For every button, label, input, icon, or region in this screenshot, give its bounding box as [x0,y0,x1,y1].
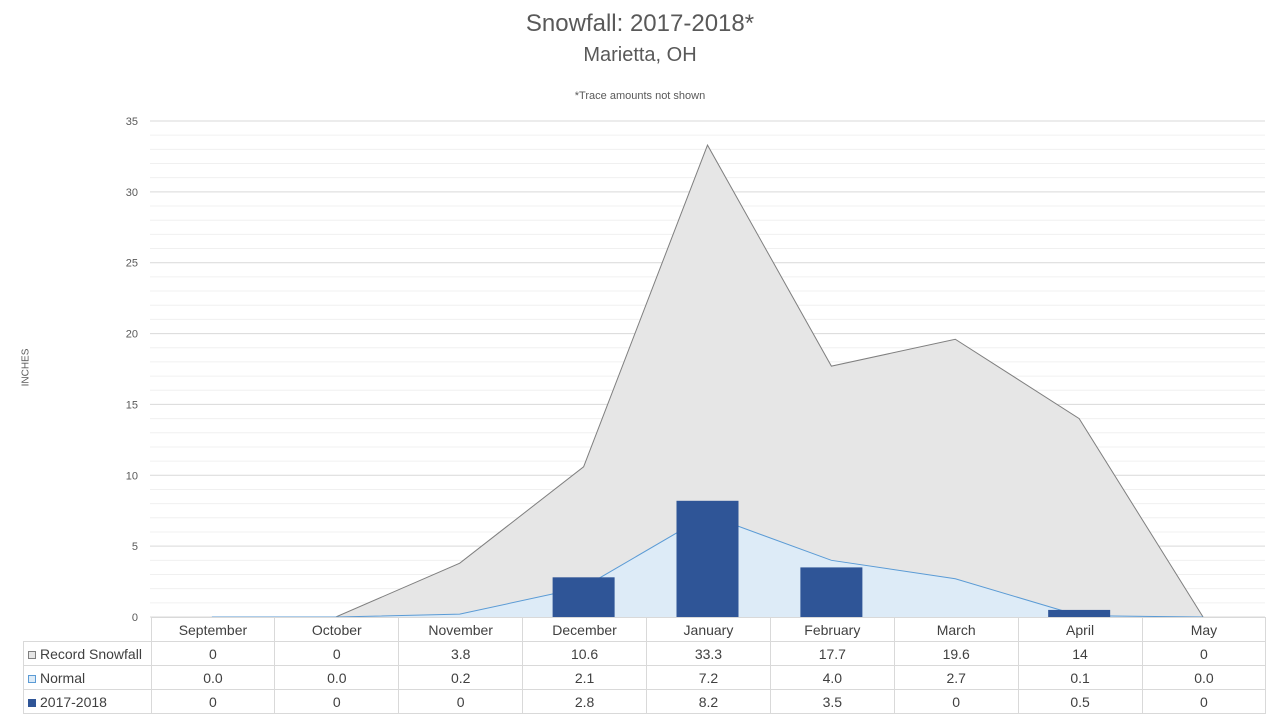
legend-entry: Record Snowfall [23,641,152,666]
chart-title: Snowfall: 2017-2018* [525,10,755,37]
y-tick-label: 25 [126,258,138,270]
category-label: April [1017,617,1143,642]
table-header-row: September October November December January F… [23,617,1267,642]
data-label: 3.8 [398,641,524,666]
legend-swatch [28,698,36,707]
y-tick-label: 30 [126,187,138,199]
area-line-record-snowfall [211,143,1204,618]
data-table: September October November December January F… [23,617,1267,714]
bar-january [676,500,739,617]
data-label: 2.1 [522,665,647,690]
y-tick-label: 15 [126,399,138,411]
category-label: March [893,617,1019,642]
category-label: May [1141,617,1267,642]
legend-swatch [28,674,36,683]
table-row: 2017-2018 0 0 0 2.8 8.2 3.5 0 0.5 0 [23,689,1267,714]
data-label: 2.7 [893,665,1019,690]
area-fill-record-snowfall [211,145,1204,617]
legend-entry: 2017-2018 [23,689,152,714]
data-label: 0 [398,689,524,714]
data-label: 10.6 [522,641,647,666]
y-tick-label: 20 [126,329,138,341]
data-label: 0 [893,689,1019,714]
data-label: 8.2 [646,689,771,714]
data-label: 0 [1141,641,1267,666]
table-corner [23,617,152,642]
legend-label: Normal [40,669,86,686]
category-label: November [398,617,524,642]
data-label: 33.3 [646,641,771,666]
data-label: 2.8 [522,689,647,714]
legend-label: Record Snowfall [40,645,142,662]
bar-april [1048,609,1111,617]
category-label: February [769,617,895,642]
data-label: 7.2 [646,665,771,690]
table-row: Record Snowfall 0 0 3.8 10.6 33.3 17.7 19.6 14 0 [23,641,1267,666]
category-label: September [150,617,276,642]
data-label: 14 [1017,641,1143,666]
category-label: October [274,617,400,642]
y-tick-label: 5 [132,541,138,553]
chart-subtitle: Marietta, OH [583,44,697,66]
bar-series [552,500,1111,617]
data-label: 0.5 [1017,689,1143,714]
y-tick-label: 10 [126,470,138,482]
data-label: 0.1 [1017,665,1143,690]
data-label: 4.0 [769,665,895,690]
data-label: 0 [150,689,276,714]
data-label: 0.0 [1141,665,1267,690]
table-row: Normal 0.0 0.0 0.2 2.1 7.2 4.0 2.7 0.1 0.0 [23,665,1267,690]
legend-label: 2017-2018 [40,693,107,710]
data-label: 3.5 [769,689,895,714]
bar-december [552,577,615,617]
chart-note: *Trace amounts not shown [574,90,706,102]
legend-entry: Normal [23,665,152,690]
bar-february [800,567,863,617]
y-tick-label: 35 [126,116,138,128]
data-label: 0 [1141,689,1267,714]
data-label: 0.2 [398,665,524,690]
data-label: 17.7 [769,641,895,666]
data-label: 0 [274,641,400,666]
data-label: 19.6 [893,641,1019,666]
data-label: 0.0 [274,665,400,690]
category-label: December [522,617,647,642]
data-label: 0.0 [150,665,276,690]
legend-swatch [28,650,36,659]
data-label: 0 [150,641,276,666]
category-label: January [646,617,771,642]
data-label: 0 [274,689,400,714]
